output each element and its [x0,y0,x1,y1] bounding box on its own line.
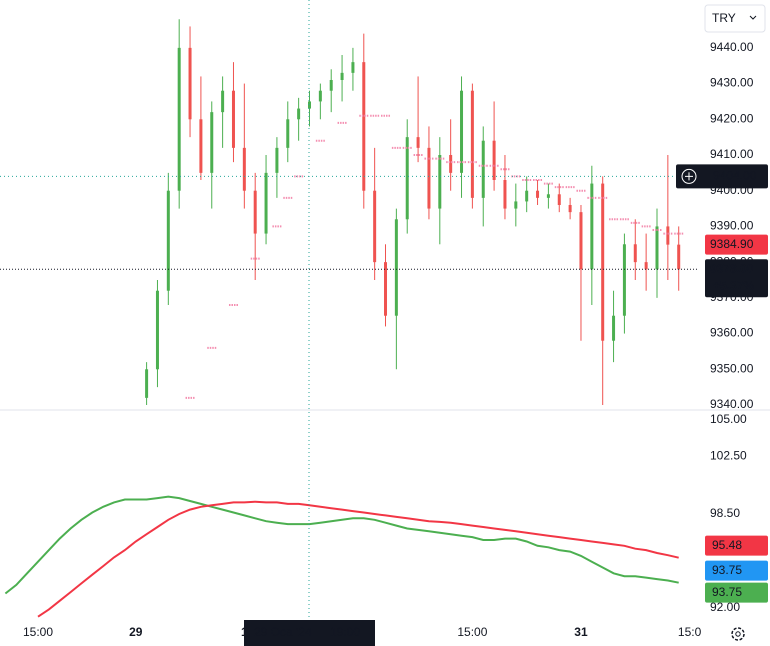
candle-body [286,119,290,148]
candle-body [297,108,301,120]
value-marker [705,560,768,581]
candle-body [427,147,431,209]
candle-body [242,147,246,191]
value-marker [705,582,768,603]
candle-body [470,90,474,198]
candle-body [601,183,605,341]
crosshair-price-box [676,164,768,189]
candle-body [677,244,681,270]
candle-body [546,194,550,198]
x-tick-label: 29 [129,625,143,639]
price-axis: 9340.009350.009360.009370.009380.009390.… [23,40,754,639]
candle-body [579,212,583,270]
candle-body [253,190,257,234]
add-button [681,168,697,184]
y-tick-label: 9430.00 [710,76,754,90]
candle-body [221,90,225,113]
candle-body [481,140,485,198]
last-price-label: 9378.00 [710,261,754,275]
candle-body [438,155,442,209]
candle-body [525,190,529,202]
indicator-line [4,495,679,595]
candle-body [503,180,507,209]
candle-body [644,262,648,270]
y-tick-label: 92.00 [710,600,740,614]
candle-body [492,140,496,180]
candle-body [166,190,170,291]
y-tick-label: 9360.00 [710,326,754,340]
candle-body [340,72,344,80]
candle-body [188,47,192,120]
x-tick-label: 15:00 [23,625,53,639]
candle-body [210,112,214,173]
candle-body [362,62,366,191]
axis-labels: 9404.00 9384.90 9378.00 +5.37% 29 Oca '24 19:… [244,164,768,646]
candle-body [329,80,333,91]
candle-body [568,205,572,213]
value-marker [705,535,768,556]
candle-body [557,194,561,205]
candle-body [655,226,659,270]
candle-body [449,155,453,173]
value-marker-label: 93.75 [712,585,742,599]
candle-body [351,62,355,73]
candle-body [275,147,279,173]
y-tick-label: 9410.00 [710,147,754,161]
last-price-box [705,259,768,298]
candle-body [264,172,268,234]
y-tick-label: 105.00 [710,412,747,426]
crosshair-price: 9404.00 [713,169,757,183]
candle-body [460,90,464,173]
currency-button[interactable] [704,4,766,33]
x-tick-label: 15:0 [678,625,702,639]
candle-body [177,47,181,191]
candle-body [514,201,518,209]
x-tick-label: 31 [574,625,588,639]
add-plus [685,172,693,181]
candle-body [199,119,203,173]
change-label: +5.37% [713,278,754,292]
candle-body [231,90,235,148]
y-tick-label: 9340.00 [710,397,754,411]
candle-body [394,219,398,316]
y-tick-label: 9390.00 [710,219,754,233]
price-pane [0,19,697,405]
candle-body [373,190,377,263]
crosshair-date: 29 Oca '24 [254,625,312,639]
candle-body [318,90,322,102]
candle-body [590,183,594,270]
indicator-line [37,500,679,618]
candle-body [666,226,670,245]
crosshair-time: 19:00 [330,625,360,639]
settings-icon[interactable] [731,627,745,641]
candle-body [155,290,159,370]
y-tick-label: 9350.00 [710,361,754,375]
currency-caret [749,15,757,20]
candle-body [405,137,409,220]
candle-body [145,369,149,398]
y-tick-label: 102.50 [710,448,747,462]
crosshair-time-box [244,620,375,646]
y-tick-label: 98.50 [710,506,740,520]
candle-body [622,244,626,316]
candle-body [633,244,637,263]
value-marker-label: 93.75 [712,563,742,577]
last-bid-label: 9384.90 [710,237,754,251]
value-marker-label: 95.48 [712,538,742,552]
x-tick-label: 15:00 [457,625,487,639]
candle-body [416,137,420,148]
candle-body [612,315,616,341]
y-tick-label: 9420.00 [710,111,754,125]
candle-body [536,190,540,198]
y-tick-label: 9440.00 [710,40,754,54]
last-bid-box [705,234,768,255]
candle-body [384,262,388,316]
indicator-pane [4,495,679,618]
currency-label: TRY [712,11,736,25]
